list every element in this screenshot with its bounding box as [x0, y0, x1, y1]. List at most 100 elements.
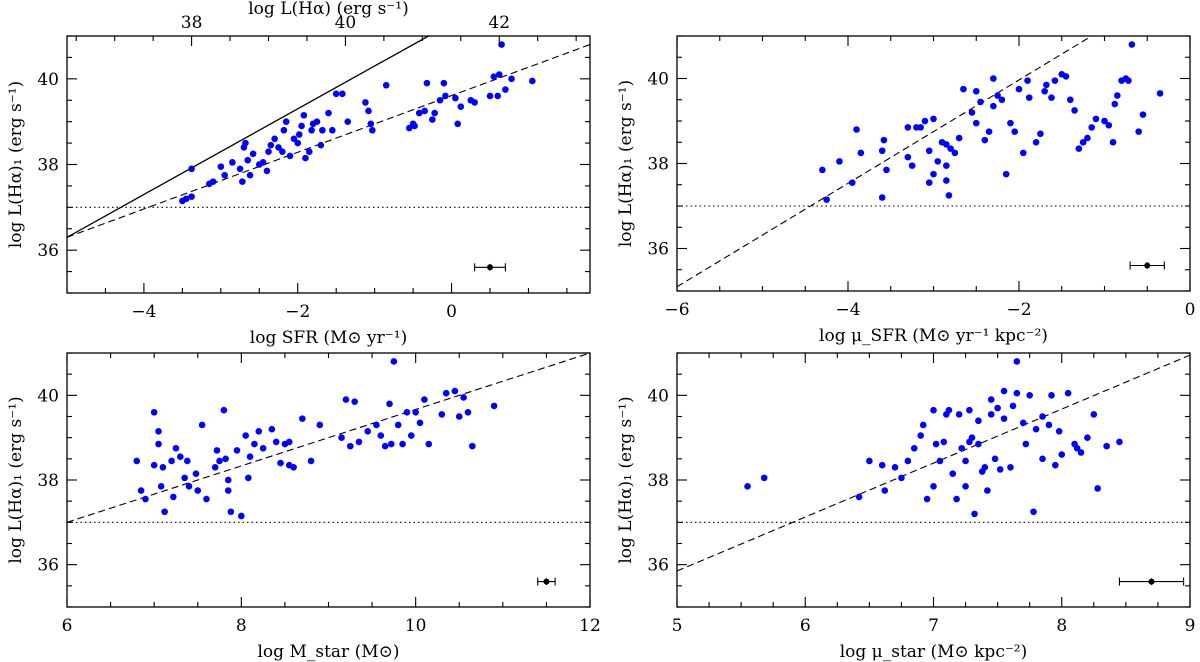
- data-point: [1019, 419, 1027, 427]
- data-point: [1011, 128, 1019, 135]
- data-point: [1090, 411, 1098, 418]
- data-point: [242, 432, 249, 439]
- data-point: [133, 457, 141, 465]
- data-point: [246, 453, 254, 461]
- data-point: [878, 461, 886, 469]
- data-point: [245, 474, 252, 482]
- data-point: [987, 396, 995, 403]
- data-point: [319, 126, 326, 134]
- x-tick-label: 12: [579, 616, 601, 636]
- data-point: [382, 81, 390, 89]
- panel-1: −4 −2 0 36 38 40 38 40 42 log L(Hα) (erg s⁻¹) log …: [6, 0, 591, 348]
- data-point: [951, 149, 959, 157]
- x-tick-label: 0: [1185, 300, 1196, 320]
- plot-frame: [66, 35, 591, 294]
- error-bar-marker: [537, 577, 556, 586]
- data-point: [150, 408, 158, 416]
- data-point: [290, 135, 298, 143]
- data-point: [255, 428, 263, 435]
- data-point: [1094, 485, 1101, 492]
- data-point: [249, 150, 257, 158]
- data-point: [990, 102, 997, 110]
- data-point: [464, 408, 472, 416]
- top-tick-label: 42: [488, 13, 510, 33]
- data-point: [411, 122, 418, 130]
- data-point: [966, 406, 973, 414]
- data-point: [1009, 402, 1017, 410]
- data-point: [344, 118, 352, 125]
- data-point: [268, 425, 276, 433]
- x-tick-label: 10: [405, 616, 427, 636]
- data-point: [227, 508, 235, 516]
- data-point: [998, 96, 1006, 104]
- data-point: [415, 109, 423, 117]
- data-point: [280, 126, 288, 134]
- top-tick-label: 38: [181, 13, 203, 33]
- data-point: [1002, 170, 1010, 178]
- data-point: [438, 411, 446, 418]
- data-point: [238, 512, 245, 520]
- data-point: [259, 159, 267, 166]
- data-point: [469, 442, 476, 450]
- data-point: [1015, 85, 1023, 93]
- data-point: [224, 476, 232, 484]
- data-point: [229, 159, 236, 166]
- data-point: [216, 457, 223, 465]
- data-point: [233, 447, 241, 454]
- data-point: [985, 128, 993, 135]
- data-point: [364, 428, 372, 435]
- data-point: [1058, 451, 1066, 458]
- data-point: [744, 483, 751, 490]
- data-point: [408, 432, 415, 439]
- data-point: [294, 139, 302, 147]
- data-point: [161, 508, 168, 516]
- data-point: [365, 107, 372, 115]
- data-point: [451, 387, 459, 395]
- dashed-reference-line: [67, 44, 590, 238]
- dashed-reference-line: [67, 353, 590, 523]
- data-point: [975, 440, 982, 448]
- data-point: [236, 165, 244, 173]
- data-point: [878, 194, 886, 201]
- data-point: [1032, 425, 1040, 433]
- data-point: [259, 444, 267, 452]
- data-point: [947, 145, 954, 152]
- data-point: [1048, 94, 1055, 101]
- data-point: [150, 461, 158, 469]
- data-point: [925, 179, 933, 186]
- data-point: [362, 99, 369, 106]
- data-point: [1064, 389, 1072, 397]
- y-tick-label: 36: [647, 556, 669, 576]
- data-point: [883, 166, 890, 174]
- data-point: [412, 408, 419, 416]
- data-point: [386, 400, 393, 408]
- panel-4: 5 6 7 8 9 36 38 40 log μ_star (M⊙ kpc⁻²) log L(Hα…: [616, 352, 1195, 662]
- data-point: [421, 396, 428, 403]
- data-point: [471, 99, 478, 106]
- data-point: [891, 464, 899, 471]
- data-point: [943, 177, 950, 184]
- x-axis-label: log μ_star (M⊙ kpc⁻²): [840, 642, 1028, 662]
- data-point: [853, 126, 860, 133]
- y-tick-label: 40: [37, 70, 59, 90]
- data-point: [486, 92, 494, 100]
- data-point: [1039, 413, 1046, 420]
- data-point: [930, 170, 937, 178]
- data-point: [529, 77, 536, 85]
- data-point: [1128, 41, 1136, 48]
- data-point: [823, 196, 830, 203]
- data-point: [1043, 81, 1050, 89]
- data-point: [457, 103, 465, 110]
- data-point: [267, 141, 275, 149]
- data-point: [498, 41, 505, 48]
- solid-reference-line: [67, 36, 429, 238]
- data-point: [1024, 77, 1031, 84]
- x-tick-label: 6: [62, 616, 73, 636]
- data-point: [1039, 455, 1046, 463]
- x-tick-label: −2: [1006, 300, 1031, 320]
- data-point: [305, 148, 313, 155]
- data-point: [346, 442, 354, 450]
- data-point: [949, 470, 957, 477]
- data-point: [325, 109, 332, 117]
- data-point: [329, 126, 336, 134]
